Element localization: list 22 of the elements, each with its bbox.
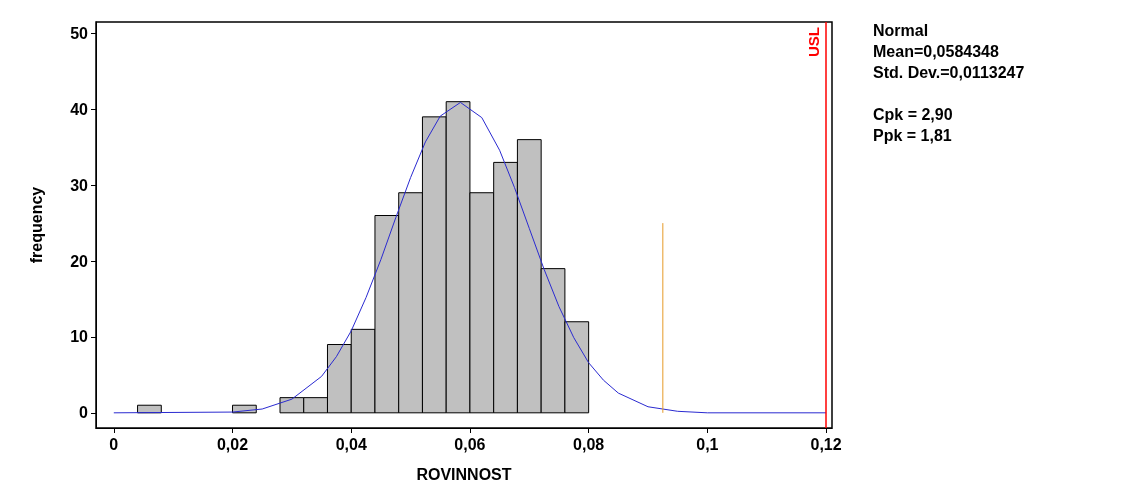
y-tick-label: 40 <box>70 100 89 118</box>
y-tick-label: 30 <box>70 176 89 194</box>
x-tick-label: 0,02 <box>216 435 249 453</box>
x-tick-label: 0,06 <box>454 435 486 453</box>
y-tick-label: 10 <box>70 328 89 346</box>
text: Std. Dev.=0,0113247 <box>873 63 1025 81</box>
x-tick-label: 0,04 <box>335 435 367 453</box>
y-tick-label: 50 <box>70 24 89 42</box>
line-series <box>113 101 827 414</box>
x-tick-label: 0,12 <box>810 435 842 453</box>
text: Ppk = 1,81 <box>873 126 952 144</box>
ref-line-label: USL <box>805 27 823 57</box>
y-tick-label: 20 <box>70 252 89 270</box>
x-axis-title: ROVINNOST <box>416 465 512 483</box>
text: Mean=0,0584348 <box>873 42 999 60</box>
text: Normal <box>873 21 929 39</box>
x-tick-label: 0,08 <box>573 435 605 453</box>
text: Cpk = 2,90 <box>873 105 953 123</box>
y-tick-label: 0 <box>79 404 89 422</box>
y-axis-title: frequency <box>27 186 45 264</box>
x-tick-label: 0,1 <box>696 435 719 453</box>
x-tick-label: 0 <box>109 435 119 453</box>
